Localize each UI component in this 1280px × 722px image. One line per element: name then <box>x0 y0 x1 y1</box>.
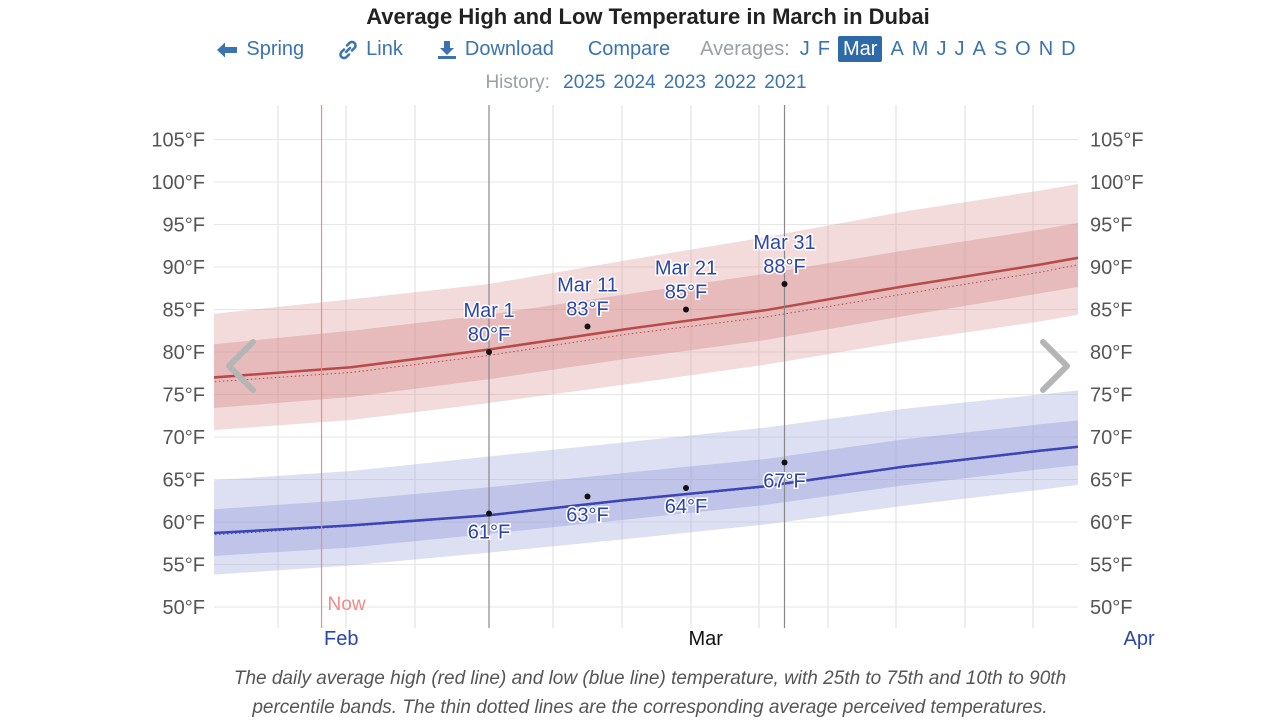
annotation-date-3: Mar 31 <box>753 232 815 254</box>
series-line-1 <box>214 264 1078 383</box>
history-year-2021[interactable]: 2021 <box>764 72 807 93</box>
month-3[interactable]: A <box>890 38 904 60</box>
y-tick-right-0: 50°F <box>1090 597 1132 619</box>
series-line-2 <box>214 445 1078 535</box>
y-tick-right-9: 95°F <box>1090 215 1132 237</box>
chart-caption: The daily average high (red line) and lo… <box>180 664 1120 722</box>
history-label: History: <box>485 72 550 93</box>
annotation-high-0: 80°F <box>468 324 510 346</box>
y-tick-left-7: 85°F <box>163 300 205 322</box>
y-tick-left-3: 65°F <box>163 470 205 492</box>
band-3 <box>214 420 1078 556</box>
y-tick-left-10: 100°F <box>151 172 205 194</box>
month-9[interactable]: O <box>1015 38 1031 60</box>
month-10[interactable]: N <box>1038 38 1054 60</box>
compare-button[interactable]: Compare <box>588 38 670 61</box>
page-title: Average High and Low Temperature in Marc… <box>366 4 930 29</box>
annotation-date-0: Mar 1 <box>463 300 514 322</box>
plot-area <box>214 184 1078 575</box>
caption-line-1: The daily average high (red line) and lo… <box>233 668 1067 689</box>
now-label: Now <box>328 594 366 615</box>
annotation-low-3: 67°F <box>763 471 805 493</box>
y-tick-left-8: 90°F <box>163 257 205 279</box>
y-tick-right-3: 65°F <box>1090 470 1132 492</box>
annotation-low-0: 61°F <box>468 522 510 544</box>
compare-label: Compare <box>587 38 671 60</box>
link-label: Link <box>366 38 403 60</box>
history-year-2025[interactable]: 2025 <box>563 72 606 93</box>
y-tick-left-2: 60°F <box>163 512 205 534</box>
link-icon <box>339 40 357 59</box>
y-tick-right-8: 90°F <box>1090 257 1132 279</box>
history-bar: History: 2025 2024 2023 2022 2021 <box>0 72 1280 94</box>
high-point-2 <box>683 306 689 313</box>
low-point-1 <box>584 493 591 500</box>
month-2[interactable]: Mar <box>838 36 883 62</box>
history-year-2022[interactable]: 2022 <box>713 72 757 93</box>
band-1 <box>214 222 1078 409</box>
annotation-high-3: 88°F <box>763 256 805 278</box>
y-tick-left-5: 75°F <box>163 385 205 407</box>
annotation-low-2: 64°F <box>665 496 707 518</box>
x-month-label-1: Mar <box>688 628 723 650</box>
download-button[interactable]: Download <box>437 38 554 61</box>
annotation-high-2: 85°F <box>665 282 707 304</box>
month-4[interactable]: M <box>911 38 929 60</box>
y-tick-left-9: 95°F <box>163 215 205 237</box>
spring-link[interactable]: Spring <box>216 38 304 61</box>
month-8[interactable]: S <box>993 38 1008 60</box>
history-year-2024[interactable]: 2024 <box>613 72 656 93</box>
y-tick-left-11: 105°F <box>151 130 205 152</box>
high-point-0 <box>486 349 492 355</box>
annotation-low-1: 63°F <box>566 505 608 527</box>
nav-bar: Spring Link Download Compare Averages: J… <box>0 36 1280 62</box>
low-point-2 <box>683 485 689 491</box>
spring-label: Spring <box>246 38 305 60</box>
band-2 <box>214 390 1078 575</box>
y-tick-right-2: 60°F <box>1090 512 1132 534</box>
month-5[interactable]: J <box>936 38 947 60</box>
y-tick-left-1: 55°F <box>163 555 205 577</box>
month-7[interactable]: A <box>972 38 986 60</box>
y-tick-left-6: 80°F <box>163 342 205 364</box>
download-icon <box>437 40 456 59</box>
y-tick-right-6: 80°F <box>1090 342 1132 364</box>
band-0 <box>214 184 1078 431</box>
y-tick-right-4: 70°F <box>1090 427 1132 449</box>
y-tick-right-7: 85°F <box>1090 300 1132 322</box>
annotation-high-1: 83°F <box>566 299 608 321</box>
month-0[interactable]: J <box>799 38 810 60</box>
month-11[interactable]: D <box>1061 38 1076 60</box>
y-tick-right-5: 75°F <box>1090 385 1132 407</box>
caption-line-2: percentile bands. The thin dotted lines … <box>252 697 1048 718</box>
series-line-0 <box>214 256 1078 379</box>
x-month-label-2: Apr <box>1124 628 1155 650</box>
y-tick-right-1: 55°F <box>1090 555 1132 577</box>
month-6[interactable]: J <box>954 38 965 60</box>
low-point-3 <box>781 459 788 466</box>
x-month-label-0: Feb <box>324 628 358 650</box>
high-point-3 <box>781 281 788 287</box>
history-years: 2025 2024 2023 2022 2021 <box>559 72 810 93</box>
history-year-2023[interactable]: 2023 <box>663 72 706 93</box>
low-point-0 <box>486 510 492 517</box>
chevron-right-icon[interactable] <box>1040 339 1070 393</box>
month-1[interactable]: F <box>817 38 830 60</box>
annotation-date-1: Mar 11 <box>557 275 618 297</box>
link-button[interactable]: Link <box>338 38 403 61</box>
chevron-left-icon[interactable] <box>226 339 256 393</box>
download-label: Download <box>464 38 554 60</box>
high-point-1 <box>584 323 591 330</box>
y-tick-right-11: 105°F <box>1090 130 1144 152</box>
y-tick-left-4: 70°F <box>163 427 205 449</box>
arrow-left-icon <box>217 42 238 57</box>
y-tick-right-10: 100°F <box>1090 172 1144 194</box>
annotation-date-2: Mar 21 <box>655 258 717 280</box>
y-tick-left-0: 50°F <box>163 597 205 619</box>
averages-label: Averages: <box>700 38 790 60</box>
month-selector: J F Mar A M J J A S O N D <box>796 36 1080 62</box>
